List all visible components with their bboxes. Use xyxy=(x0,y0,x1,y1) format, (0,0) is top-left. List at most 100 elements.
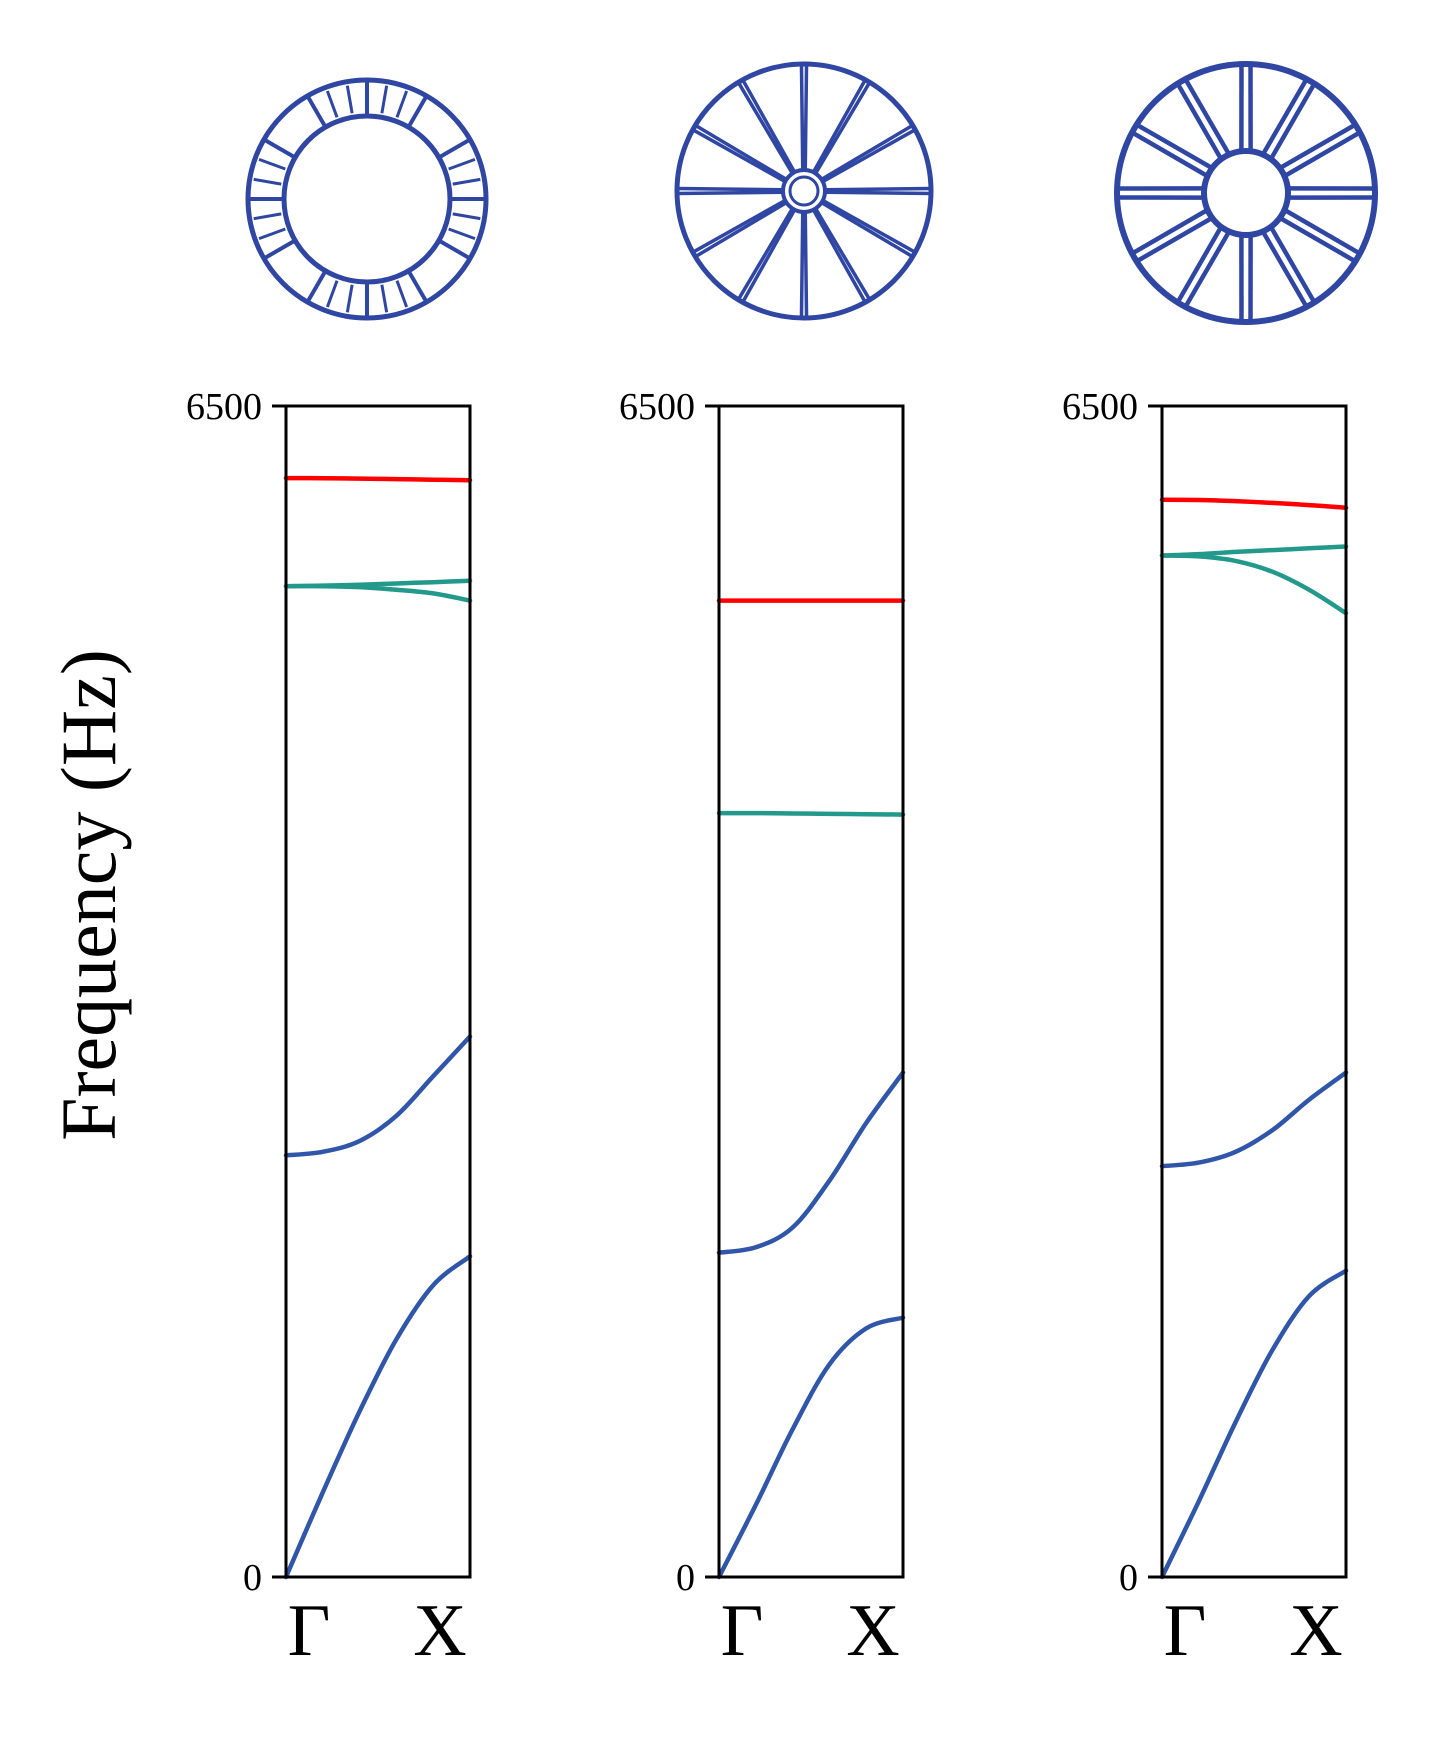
slit-wall xyxy=(448,227,476,241)
ring-unit-cell-icon xyxy=(245,77,489,321)
spoke-edge xyxy=(1268,225,1317,304)
slit-wall xyxy=(325,280,339,308)
spoke-edge xyxy=(1130,207,1209,256)
spoke-edge xyxy=(803,64,809,171)
y-axis-label: Frequency (Hz) xyxy=(45,649,132,1141)
y-tick-label: 0 xyxy=(243,1557,262,1599)
spoke-edge xyxy=(1268,82,1317,161)
spoke-edge xyxy=(691,198,787,254)
band-2-line xyxy=(1159,1070,1349,1169)
spoke-edge xyxy=(694,123,788,181)
spoke-edge xyxy=(677,190,784,196)
hub-ring xyxy=(1201,148,1291,238)
spoke-edge xyxy=(1283,130,1362,179)
radial-rib xyxy=(262,238,297,261)
slit-wall xyxy=(452,212,481,221)
x-tick-label-x: X xyxy=(1289,1590,1342,1672)
slit-wall xyxy=(448,157,476,171)
axes-frame xyxy=(1160,404,1348,1579)
spoke-edge xyxy=(691,128,787,184)
wheel-large-hub-icon xyxy=(1114,61,1378,325)
spoke-edge xyxy=(736,207,794,301)
axes-frame xyxy=(284,404,472,1579)
y-tick-label: 0 xyxy=(1119,1557,1138,1599)
x-tick-label-gamma: Γ xyxy=(721,1590,764,1672)
spoke-edge xyxy=(1260,77,1309,156)
spoke-edge xyxy=(1130,130,1209,179)
spoke-edge xyxy=(1278,215,1357,264)
band-2-line xyxy=(283,1034,473,1158)
panel-1: 0 6500 Γ X xyxy=(186,386,473,1672)
x-tick-label-x: X xyxy=(846,1590,899,1672)
spoke-edge xyxy=(694,201,788,259)
slit-wall xyxy=(452,177,481,186)
spoke-edge xyxy=(677,186,784,192)
radial-rib xyxy=(262,137,297,160)
spoke-edge xyxy=(821,198,917,254)
slit-wall xyxy=(325,90,339,118)
slit-wall xyxy=(345,85,354,114)
slit-wall xyxy=(395,280,409,308)
radial-rib xyxy=(406,94,429,129)
band-4-line xyxy=(283,578,473,589)
band-5-line xyxy=(1159,497,1349,511)
spoke-edge xyxy=(814,81,872,175)
spoke-edge xyxy=(1135,215,1214,264)
axes-frame xyxy=(717,404,905,1579)
spoke-edge xyxy=(741,78,797,174)
y-tick-label: 6500 xyxy=(186,386,262,428)
slit-wall xyxy=(258,157,286,171)
spoke-edge xyxy=(799,211,805,318)
band-4-line xyxy=(1159,544,1349,558)
y-tick-label: 6500 xyxy=(1062,386,1138,428)
radial-rib xyxy=(437,137,472,160)
spoke-edge xyxy=(1278,122,1357,171)
hub-inner xyxy=(788,175,820,207)
panel-3: 0 6500 Γ X xyxy=(1062,386,1349,1672)
spoke-edge xyxy=(1283,207,1362,256)
spoke-edge xyxy=(824,186,931,192)
spoke-edge xyxy=(741,208,797,304)
spoke-edge xyxy=(1183,230,1232,309)
panel-2: 0 6500 Γ X xyxy=(619,386,906,1672)
spoke-edge xyxy=(1260,230,1309,309)
spoke-edge xyxy=(1183,77,1232,156)
band-1-line xyxy=(1159,1268,1349,1580)
slit-wall xyxy=(380,85,389,114)
wheel-rim xyxy=(674,61,934,321)
unit-cell-structures xyxy=(245,61,1378,325)
band-3-line xyxy=(283,583,473,603)
spoke-edge xyxy=(736,81,794,175)
spoke-edge xyxy=(821,128,917,184)
spoke-edge xyxy=(1175,225,1224,304)
band-3-line xyxy=(1159,553,1349,616)
slit-wall xyxy=(258,227,286,241)
radial-rib xyxy=(406,269,429,304)
spoke-edge xyxy=(803,211,809,318)
band-1-line xyxy=(716,1315,906,1580)
band-1-line xyxy=(283,1254,473,1580)
inner-ring xyxy=(281,113,453,285)
x-tick-label-x: X xyxy=(413,1590,466,1672)
radial-rib xyxy=(305,269,328,304)
wheel-thin-hub-icon xyxy=(674,61,934,321)
spoke-edge xyxy=(799,64,805,171)
wheel-rim xyxy=(1114,61,1378,325)
spoke-edge xyxy=(1175,82,1224,161)
slit-wall xyxy=(253,177,282,186)
band-2-line xyxy=(716,1070,906,1255)
x-tick-label-gamma: Γ xyxy=(288,1590,331,1672)
y-tick-label: 0 xyxy=(676,1557,695,1599)
band-5-line xyxy=(283,475,473,483)
spoke-edge xyxy=(824,190,931,196)
slit-wall xyxy=(395,90,409,118)
slit-wall xyxy=(253,212,282,221)
band-3-line xyxy=(716,810,906,817)
x-tick-label-gamma: Γ xyxy=(1164,1590,1207,1672)
radial-rib xyxy=(305,94,328,129)
spoke-edge xyxy=(820,123,914,181)
spoke-edge xyxy=(820,201,914,259)
slit-wall xyxy=(345,284,354,313)
